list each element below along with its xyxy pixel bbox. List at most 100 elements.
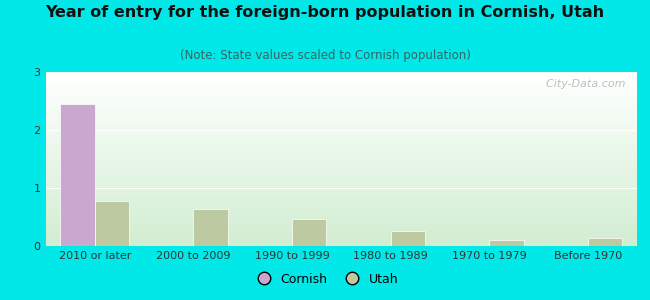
Bar (46, 169, 637, 171)
Bar (46, 138, 637, 140)
Bar (46, 192, 637, 194)
Bar (46, 94, 637, 96)
Bar (46, 126, 637, 128)
Bar (46, 140, 637, 142)
Bar (46, 194, 637, 196)
Bar (489, 240, 524, 246)
Bar (46, 168, 637, 169)
Bar (46, 175, 637, 176)
Bar (46, 124, 637, 126)
Bar (46, 148, 637, 150)
Bar (46, 93, 637, 94)
Bar (46, 121, 637, 122)
Text: Year of entry for the foreign-born population in Cornish, Utah: Year of entry for the foreign-born popul… (46, 4, 605, 20)
Bar (46, 116, 637, 117)
Bar (46, 154, 637, 155)
Bar (46, 216, 637, 218)
Bar (46, 197, 637, 199)
Bar (46, 182, 637, 183)
Bar (46, 135, 637, 137)
Bar (46, 76, 637, 77)
Bar (46, 224, 637, 225)
Legend: Cornish, Utah: Cornish, Utah (247, 268, 403, 291)
Bar (46, 81, 637, 82)
Bar (46, 119, 637, 121)
Bar (46, 222, 637, 224)
Bar (46, 159, 637, 161)
Bar (46, 142, 637, 143)
Bar (46, 242, 637, 244)
Bar (46, 114, 637, 116)
Bar (46, 163, 637, 164)
Bar (46, 239, 637, 241)
Bar (46, 157, 637, 159)
Bar (46, 236, 637, 237)
Bar (46, 211, 637, 213)
Bar (46, 187, 637, 189)
Bar (95, 201, 129, 246)
Bar (46, 143, 637, 145)
Bar (46, 190, 637, 192)
Bar (46, 171, 637, 173)
Bar (46, 189, 637, 190)
Bar (46, 234, 637, 236)
Bar (46, 107, 637, 109)
Bar (46, 103, 637, 105)
Bar (46, 237, 637, 239)
Bar (46, 218, 637, 220)
Bar (46, 131, 637, 133)
Bar (46, 206, 637, 208)
Bar (46, 77, 637, 79)
Bar (46, 79, 637, 81)
Bar (46, 241, 637, 242)
Bar (46, 100, 637, 102)
Bar (46, 155, 637, 157)
Bar (46, 230, 637, 232)
Bar (46, 133, 637, 135)
Bar (46, 110, 637, 112)
Bar (46, 96, 637, 98)
Bar (46, 152, 637, 154)
Bar (46, 102, 637, 103)
Bar (46, 91, 637, 93)
Bar (46, 196, 637, 197)
Bar (46, 202, 637, 204)
Bar (46, 201, 637, 203)
Bar (46, 145, 637, 147)
Bar (46, 209, 637, 211)
Bar (46, 72, 637, 74)
Bar (46, 136, 637, 138)
Bar (46, 215, 637, 216)
Bar (46, 161, 637, 163)
Bar (46, 89, 637, 91)
Bar (46, 220, 637, 222)
Bar (194, 209, 228, 246)
Bar (46, 109, 637, 110)
Bar (46, 74, 637, 76)
Bar (46, 122, 637, 124)
Text: (Note: State values scaled to Cornish population): (Note: State values scaled to Cornish po… (179, 50, 471, 62)
Bar (46, 84, 637, 86)
Bar (46, 88, 637, 89)
Bar (46, 229, 637, 230)
Bar (46, 82, 637, 84)
Bar (46, 164, 637, 166)
Bar (46, 232, 637, 234)
Bar (46, 183, 637, 185)
Bar (292, 219, 326, 246)
Text: City-Data.com: City-Data.com (539, 79, 625, 89)
Bar (46, 86, 637, 88)
Bar (46, 199, 637, 201)
Bar (46, 117, 637, 119)
Bar (46, 208, 637, 209)
Bar (46, 98, 637, 100)
Bar (46, 185, 637, 187)
Bar (60, 104, 95, 246)
Bar (46, 227, 637, 229)
Bar (46, 129, 637, 131)
Bar (46, 147, 637, 148)
Bar (46, 178, 637, 180)
Bar (46, 180, 637, 182)
Bar (46, 213, 637, 215)
Bar (46, 105, 637, 107)
